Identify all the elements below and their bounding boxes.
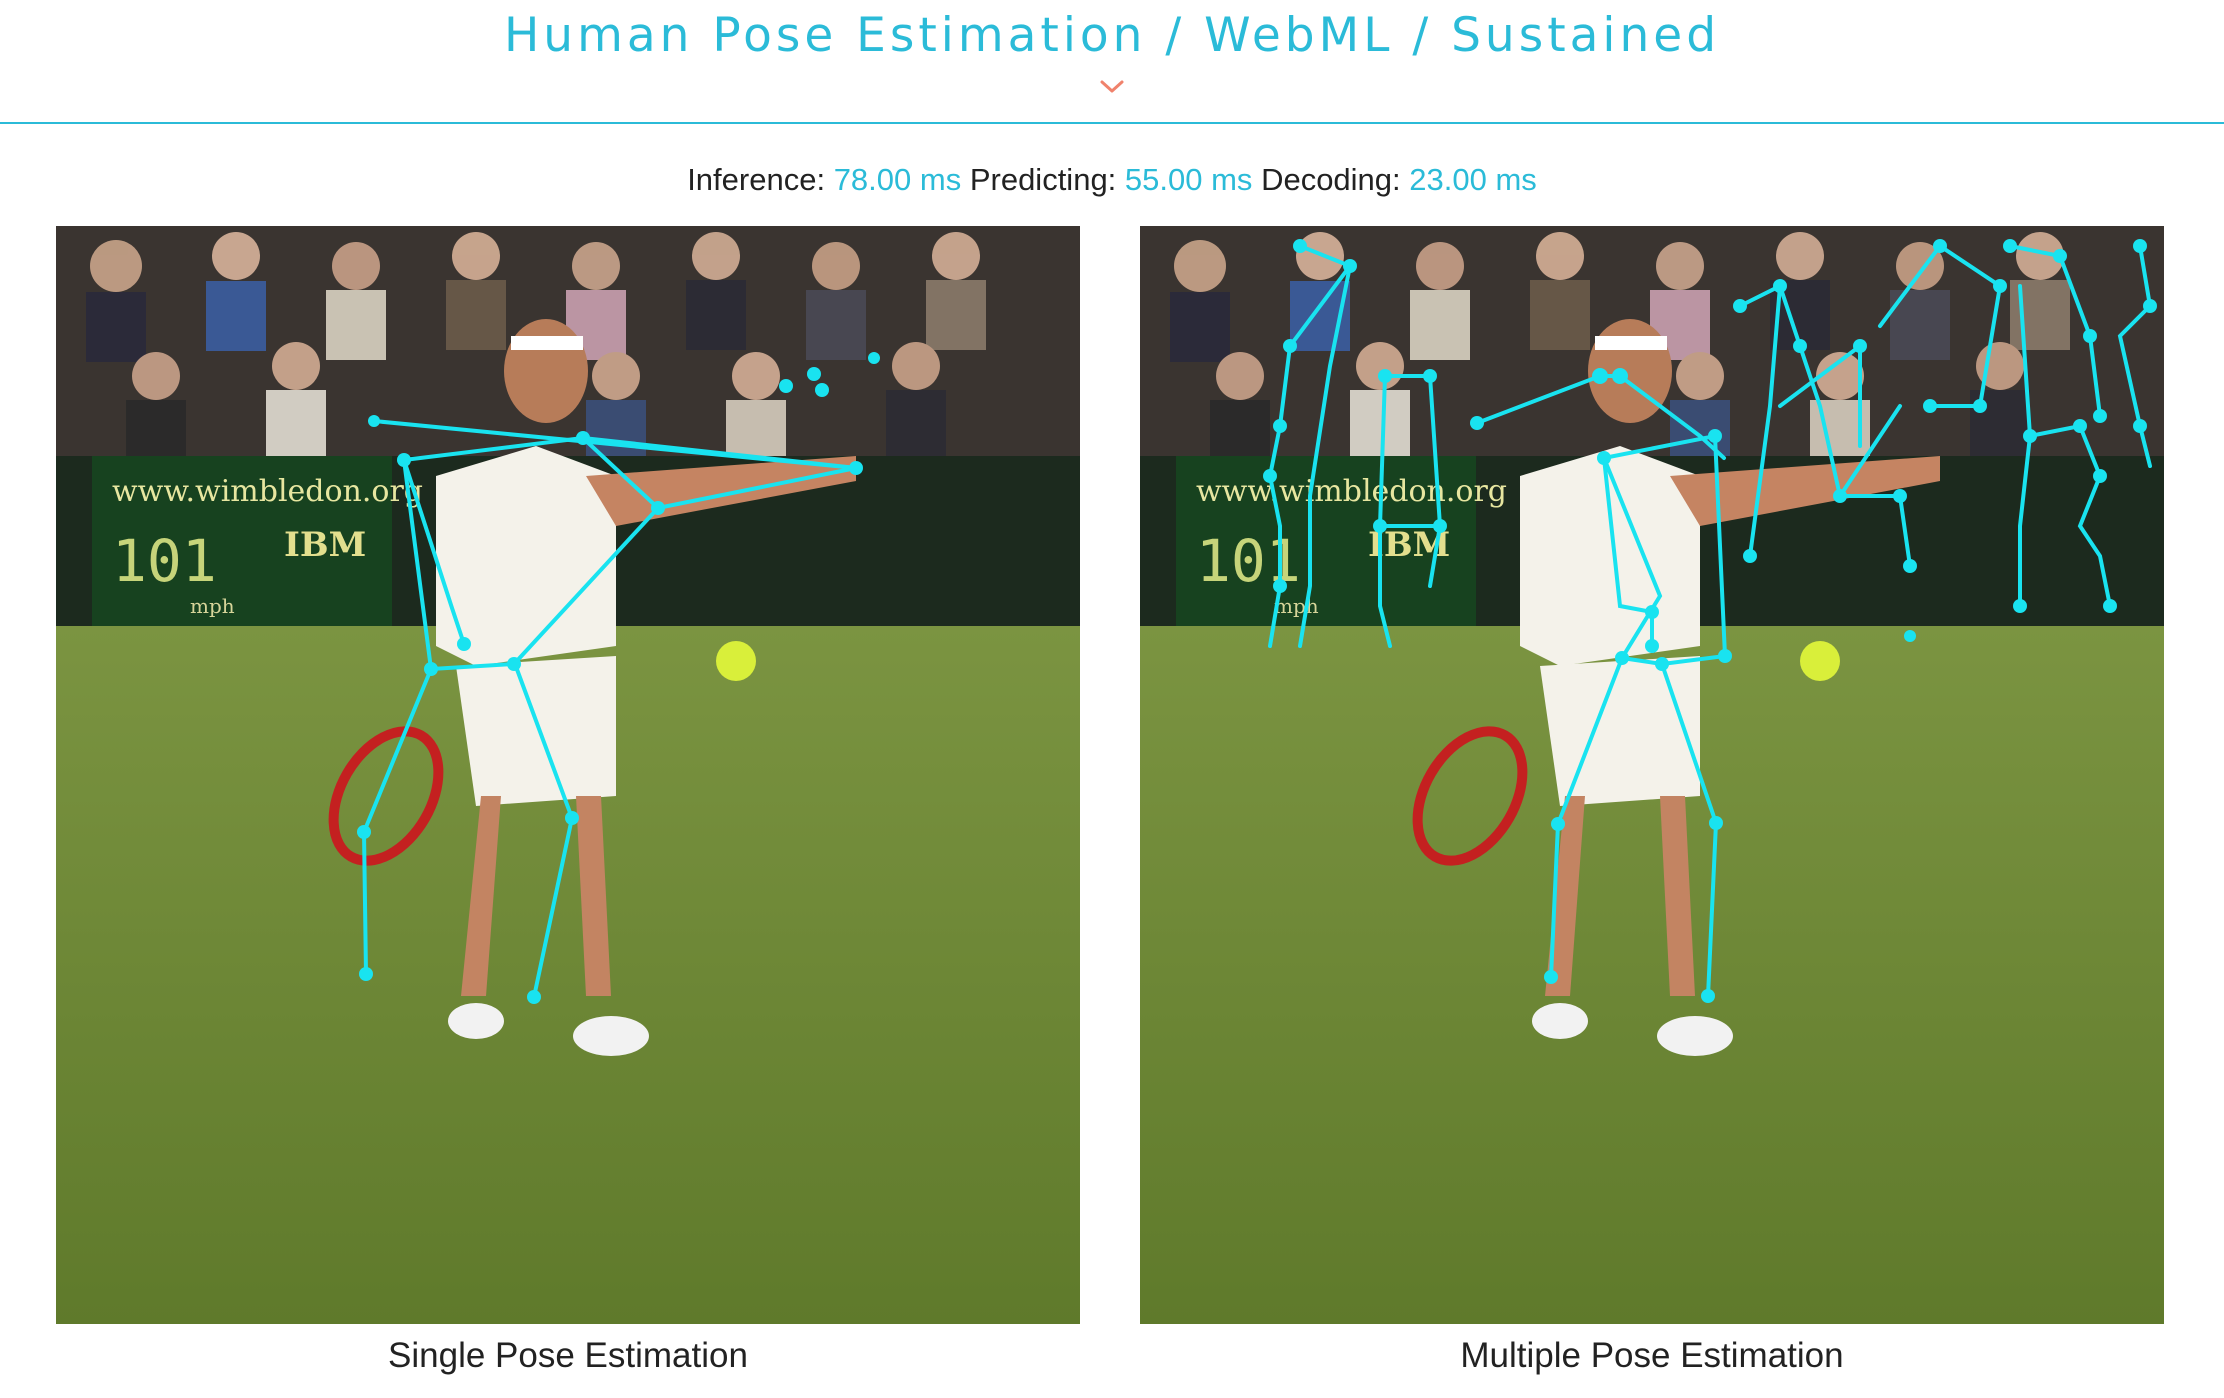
page-header: Human Pose Estimation / WebML / Sustaine… [0, 0, 2224, 124]
speed-unit: mph [190, 594, 235, 618]
sponsor-logo: IBM [284, 525, 366, 565]
single-pose-caption: Single Pose Estimation [388, 1336, 748, 1375]
decoding-label: Decoding: [1261, 162, 1401, 197]
single-pose-canvas: www.wimbledon.org 101 mph IBM [56, 226, 1080, 1324]
predicting-value: 55.00 ms [1124, 162, 1253, 197]
multi-pose-caption: Multiple Pose Estimation [1460, 1336, 1844, 1375]
multi-pose-canvas: www.wimbledon.org 101 mph IBM [1140, 226, 2164, 1324]
predicting-label: Predicting: [969, 162, 1117, 197]
banner-text: www.wimbledon.org [112, 474, 423, 509]
banner-text: www.wimbledon.org [1196, 474, 1507, 509]
inference-value: 78.00 ms [833, 162, 962, 197]
page-title: Human Pose Estimation / WebML / Sustaine… [503, 8, 1721, 63]
timing-stats: Inference: 78.00 ms Predicting: 55.00 ms… [0, 162, 2224, 198]
chevron-down-icon[interactable] [1098, 78, 1126, 96]
inference-label: Inference: [687, 162, 826, 197]
speed-value: 101 [112, 527, 217, 595]
speed-unit: mph [1274, 594, 1319, 618]
decoding-value: 23.00 ms [1409, 162, 1537, 197]
